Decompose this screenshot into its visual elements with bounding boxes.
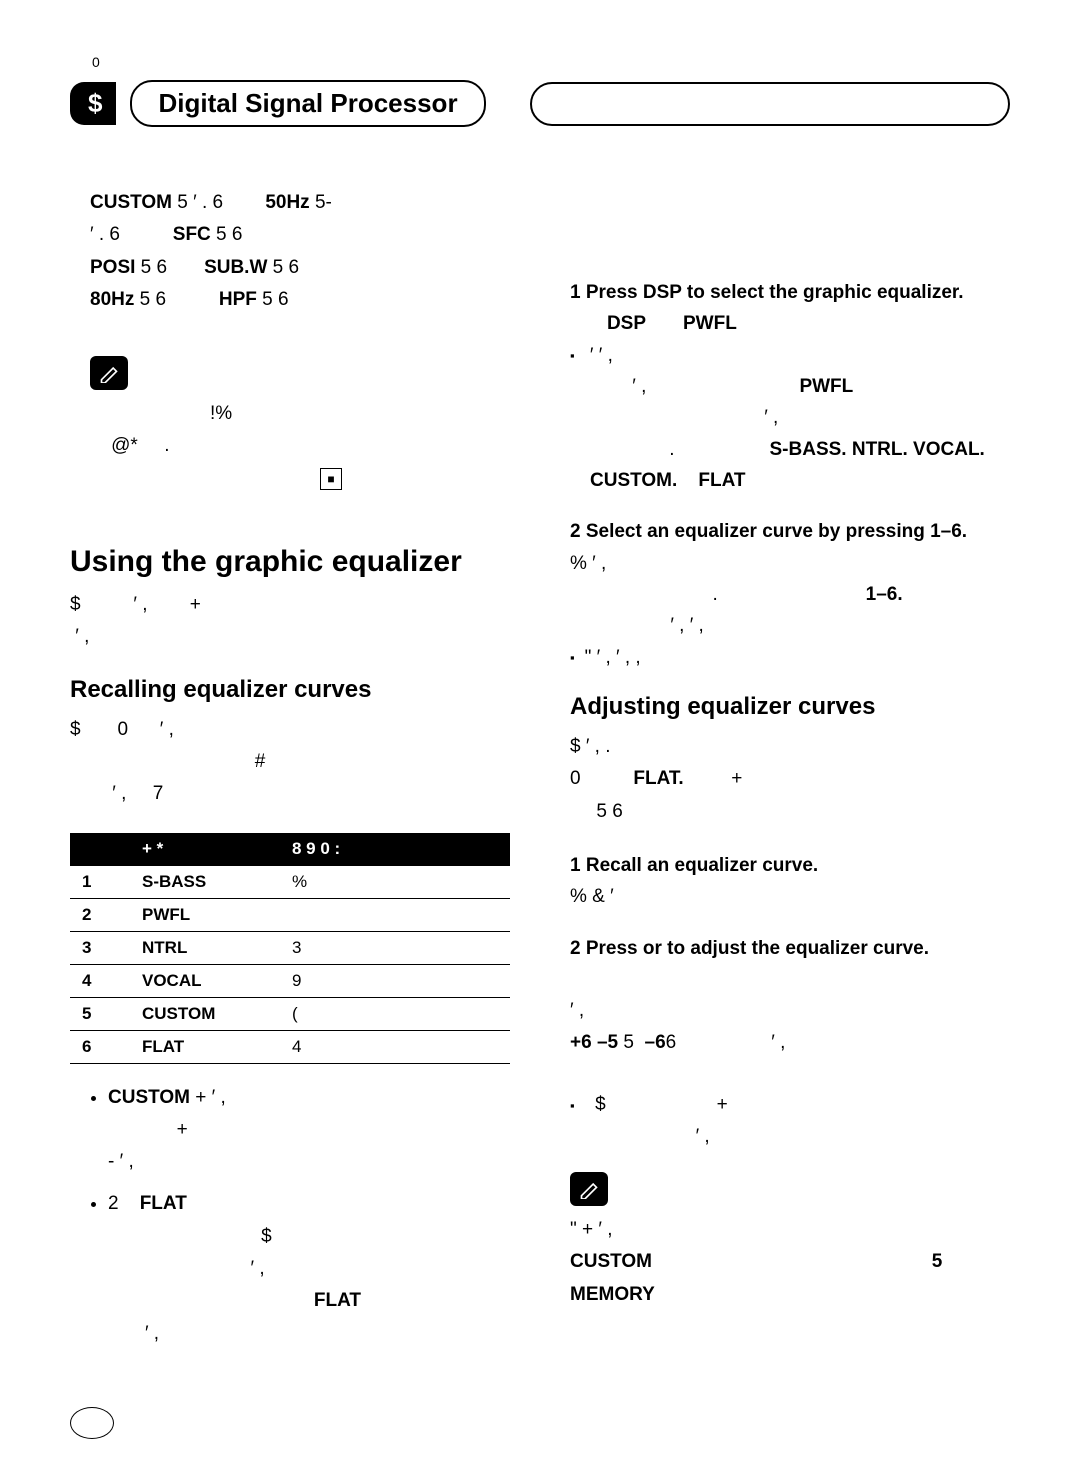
param-posi: POSI <box>90 257 135 278</box>
table-row: 3NTRL3 <box>70 931 510 964</box>
th-curve: 8 9 0 : <box>280 833 510 866</box>
note-block-left: !% @* . ■ <box>70 356 510 495</box>
table-row: 5CUSTOM( <box>70 997 510 1030</box>
list-item: CUSTOM + ′ , + - ′ , <box>108 1082 510 1179</box>
section-number-box: 0 $ <box>70 82 116 125</box>
section-title: Digital Signal Processor <box>130 80 485 127</box>
param-list: CUSTOM 5 ′ . 6 50Hz 5- ′ . 6 SFC 5 6 POS… <box>70 187 510 316</box>
section-header: 0 $ Digital Signal Processor <box>70 80 1010 127</box>
section-small-num: 0 <box>92 54 100 70</box>
page-number-circle <box>70 1407 114 1439</box>
note-line1: !% <box>90 398 510 430</box>
adj-step2-note: $ + ′ , <box>570 1089 1010 1152</box>
right-column: 1 Press DSP to select the graphic equali… <box>570 187 1010 1361</box>
param-80hz: 80Hz <box>90 289 134 310</box>
intro-text: $ ′ , + ′ , <box>70 589 510 654</box>
adj-step-1: 1 Recall an equalizer curve. % & ′ <box>570 850 1010 913</box>
th-blank <box>70 833 130 866</box>
table-row: 6FLAT4 <box>70 1030 510 1063</box>
equalizer-table: + * 8 9 0 : 1S-BASS% 2PWFL 3NTRL3 4VOCAL… <box>70 833 510 1064</box>
step-2: 2 Select an equalizer curve by pressing … <box>570 516 1010 673</box>
note-icon <box>90 356 128 390</box>
table-row: 4VOCAL9 <box>70 964 510 997</box>
note-icon <box>570 1172 608 1206</box>
param-50hz: 50Hz <box>265 192 309 213</box>
adjust-intro: $ ′ , . 0 FLAT. + 5 6 <box>570 731 1010 828</box>
th-display: + * <box>130 833 280 866</box>
param-custom: CUSTOM <box>90 192 172 213</box>
table-row: 1S-BASS% <box>70 865 510 898</box>
step2-note: " ′ , ′ , , <box>570 642 1010 673</box>
heading-recall: Recalling equalizer curves <box>70 676 510 704</box>
stop-icon: ■ <box>320 468 342 490</box>
param-subw: SUB.W <box>204 257 267 278</box>
adj-step-2: 2 Press or to adjust the equalizer curve… <box>570 933 1010 1152</box>
section-badge: $ <box>70 82 116 125</box>
recall-notes: CUSTOM + ′ , + - ′ , 2 FLAT $ ′ , <box>70 1082 510 1350</box>
param-sfc: SFC <box>173 224 211 245</box>
table-row: 2PWFL <box>70 898 510 931</box>
step1-note: ′ ′ , ′ , PWFL ′ , . S-BASS. NTRL <box>570 340 1010 497</box>
heading-adjust: Adjusting equalizer curves <box>570 693 1010 721</box>
step-1: 1 Press DSP to select the graphic equali… <box>570 277 1010 496</box>
header-empty-pill <box>530 82 1010 126</box>
recall-intro: $ 0 ′ , # ′ , 7 <box>70 714 510 811</box>
note-block-right: " + ′ , CUSTOM 5 MEMORY <box>570 1172 1010 1311</box>
left-column: CUSTOM 5 ′ . 6 50Hz 5- ′ . 6 SFC 5 6 POS… <box>70 187 510 1361</box>
heading-graphic-eq: Using the graphic equalizer <box>70 545 510 579</box>
list-item: 2 FLAT $ ′ , FLAT ′ , <box>108 1188 510 1349</box>
param-hpf: HPF <box>219 289 257 310</box>
